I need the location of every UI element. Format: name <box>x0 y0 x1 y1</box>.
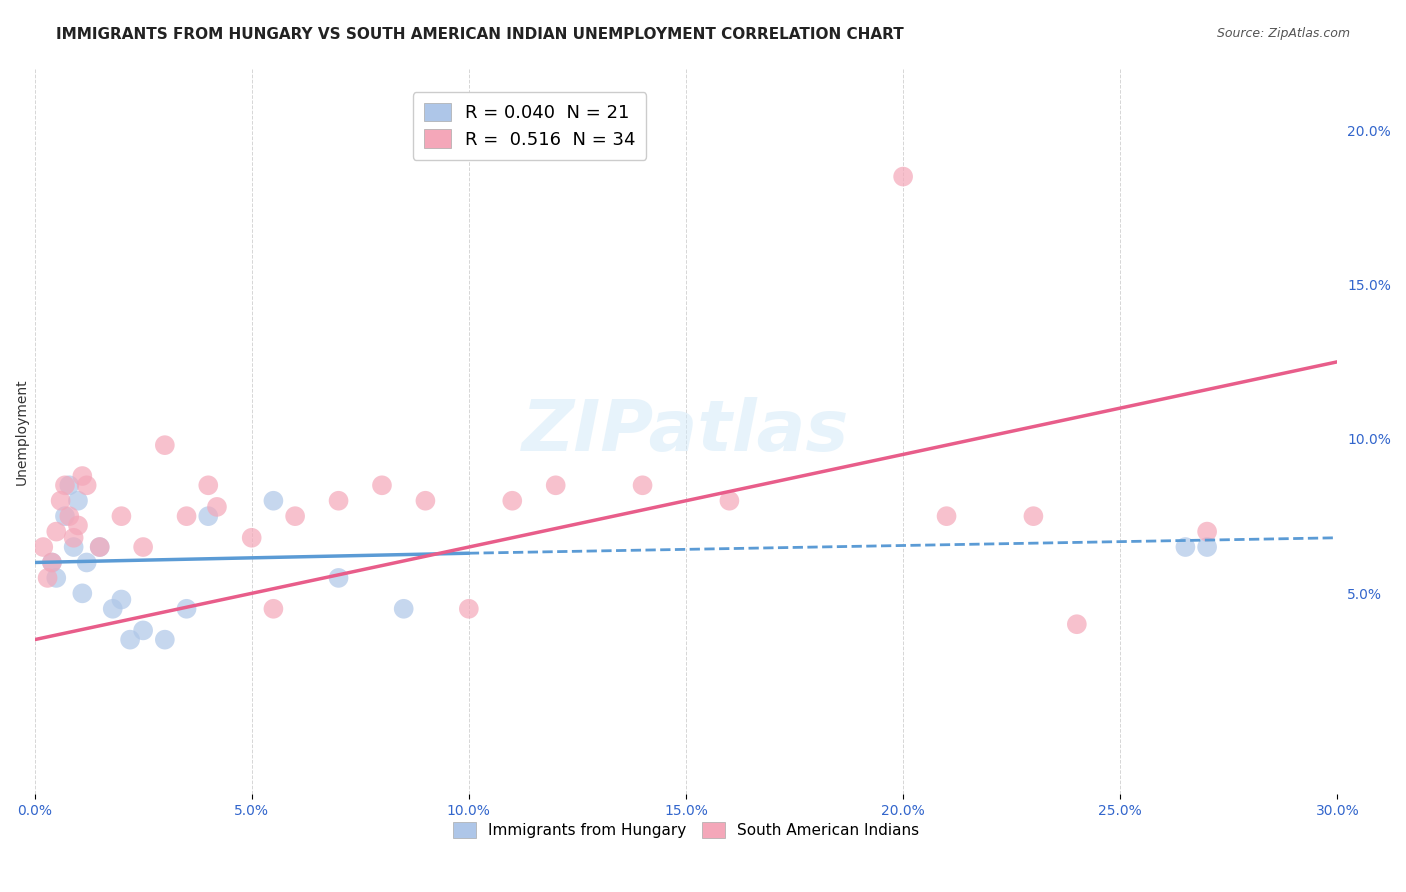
Point <box>1197 540 1219 554</box>
Point <box>53 509 76 524</box>
Point <box>37 571 59 585</box>
Point <box>49 493 72 508</box>
Point <box>32 540 55 554</box>
Point <box>1066 617 1088 632</box>
Point <box>240 531 263 545</box>
Point <box>501 493 523 508</box>
Point <box>110 509 132 524</box>
Point <box>328 571 350 585</box>
Point <box>41 556 63 570</box>
Point <box>176 601 198 615</box>
Point <box>66 518 89 533</box>
Point <box>76 478 98 492</box>
Point <box>197 509 219 524</box>
Point <box>45 524 67 539</box>
Point <box>45 571 67 585</box>
Text: ZIPatlas: ZIPatlas <box>522 397 849 466</box>
Point <box>53 478 76 492</box>
Point <box>153 438 176 452</box>
Point <box>891 169 914 184</box>
Point <box>718 493 741 508</box>
Point <box>1022 509 1045 524</box>
Point <box>371 478 394 492</box>
Point <box>76 556 98 570</box>
Point <box>89 540 111 554</box>
Point <box>110 592 132 607</box>
Point <box>176 509 198 524</box>
Point <box>415 493 437 508</box>
Point <box>89 540 111 554</box>
Point <box>62 540 84 554</box>
Point <box>58 509 80 524</box>
Point <box>1174 540 1197 554</box>
Point <box>72 469 94 483</box>
Point <box>328 493 350 508</box>
Point <box>392 601 415 615</box>
Point <box>41 556 63 570</box>
Point <box>457 601 479 615</box>
Y-axis label: Unemployment: Unemployment <box>15 378 30 484</box>
Text: Source: ZipAtlas.com: Source: ZipAtlas.com <box>1216 27 1350 40</box>
Point <box>132 540 155 554</box>
Point <box>62 531 84 545</box>
Point <box>284 509 307 524</box>
Text: IMMIGRANTS FROM HUNGARY VS SOUTH AMERICAN INDIAN UNEMPLOYMENT CORRELATION CHART: IMMIGRANTS FROM HUNGARY VS SOUTH AMERICA… <box>56 27 904 42</box>
Point <box>66 493 89 508</box>
Point <box>132 624 155 638</box>
Point <box>58 478 80 492</box>
Point <box>197 478 219 492</box>
Point <box>935 509 957 524</box>
Point <box>1197 524 1219 539</box>
Point <box>262 493 284 508</box>
Point <box>153 632 176 647</box>
Point <box>631 478 654 492</box>
Point <box>101 601 124 615</box>
Point <box>72 586 94 600</box>
Point <box>262 601 284 615</box>
Point <box>120 632 142 647</box>
Point <box>205 500 228 514</box>
Legend: Immigrants from Hungary, South American Indians: Immigrants from Hungary, South American … <box>447 816 925 845</box>
Point <box>544 478 567 492</box>
